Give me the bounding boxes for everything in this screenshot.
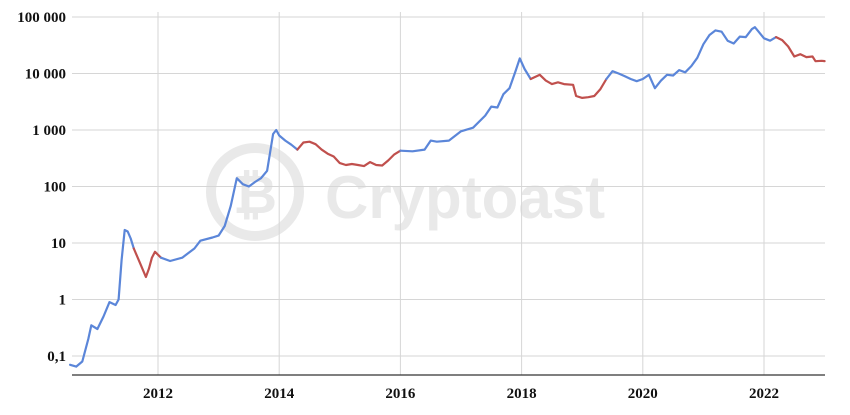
x-tick-label: 2016 <box>385 386 416 402</box>
down-segment-line <box>296 140 402 168</box>
x-tick-label: 2014 <box>264 386 295 402</box>
up-segment-line <box>68 228 135 368</box>
watermark-logo-glyph: ₿ <box>233 165 277 225</box>
y-tick-label: 10 000 <box>25 67 66 83</box>
x-tick-label: 2012 <box>143 386 173 402</box>
up-segment-line <box>159 128 299 263</box>
x-tick-label: 2018 <box>507 386 537 402</box>
y-tick-label: 0,1 <box>47 349 66 365</box>
x-tick-label: 2020 <box>628 386 658 402</box>
grid <box>72 12 825 376</box>
down-segment-line <box>132 247 163 279</box>
y-tick-label: 100 000 <box>17 10 66 26</box>
y-axis-ticks: 0,1 1 10 100 1 000 10 000 100 000 <box>17 10 66 365</box>
watermark-logo-icon <box>206 143 304 241</box>
down-segment-line <box>774 35 826 63</box>
y-tick-label: 100 <box>44 180 67 196</box>
down-segment-line <box>529 73 608 100</box>
x-axis-ticks: 2012 2014 2016 2018 2020 2022 <box>143 386 779 402</box>
watermark: ₿ Cryptoast <box>206 143 605 241</box>
y-tick-label: 1 <box>59 293 67 309</box>
watermark-text: Cryptoast <box>325 164 605 231</box>
y-tick-label: 1 000 <box>32 123 66 139</box>
up-segment-line <box>605 26 778 90</box>
x-tick-label: 2022 <box>749 386 779 402</box>
price-series <box>68 26 826 368</box>
up-segment-line <box>399 57 532 153</box>
y-tick-label: 10 <box>51 236 66 252</box>
